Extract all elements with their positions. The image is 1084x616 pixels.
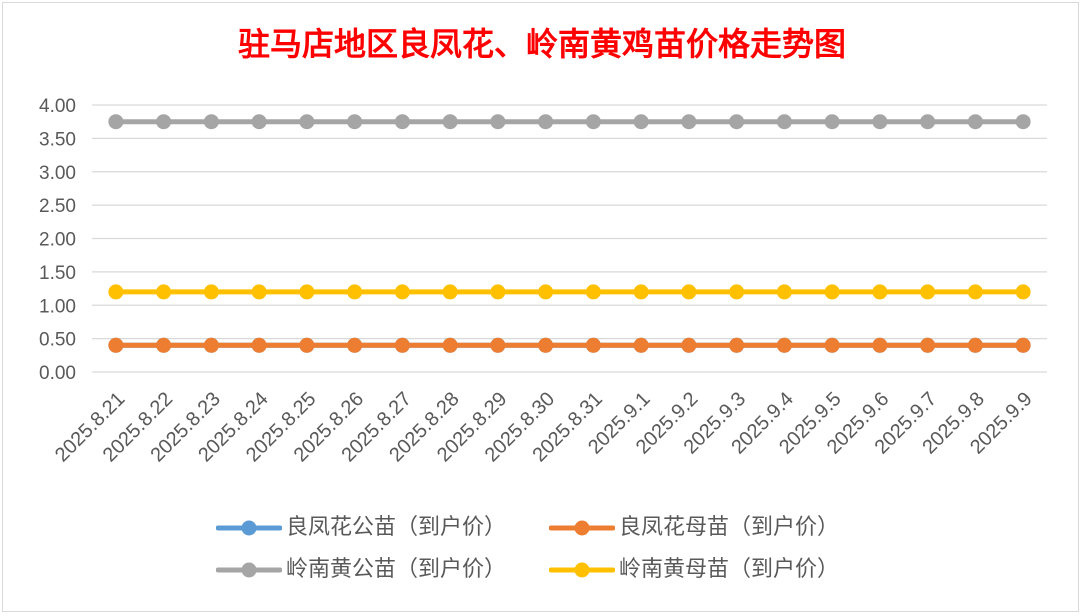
data-point: [347, 337, 363, 353]
data-point: [203, 284, 219, 300]
data-point: [490, 114, 506, 130]
y-tick-label: 4.00: [39, 96, 76, 117]
data-point: [442, 284, 458, 300]
data-point: [442, 114, 458, 130]
data-point: [394, 114, 410, 130]
data-point: [156, 284, 172, 300]
data-point: [824, 337, 840, 353]
data-point: [776, 114, 792, 130]
data-point: [920, 284, 936, 300]
data-point: [1015, 284, 1031, 300]
data-point: [872, 337, 888, 353]
data-point: [203, 114, 219, 130]
legend-item-series-1[interactable]: 良凤花母苗（到户价）: [549, 514, 839, 542]
data-point: [394, 337, 410, 353]
data-point: [729, 284, 745, 300]
data-point: [776, 337, 792, 353]
y-tick-label: 2.00: [39, 230, 76, 251]
data-point: [776, 284, 792, 300]
data-point: [156, 337, 172, 353]
data-point: [729, 337, 745, 353]
y-tick-label: 3.50: [39, 129, 76, 150]
data-point: [633, 114, 649, 130]
data-point: [108, 114, 124, 130]
data-point: [1015, 114, 1031, 130]
legend-label: 岭南黄公苗（到户价）: [286, 557, 507, 582]
data-point: [108, 284, 124, 300]
data-point: [633, 337, 649, 353]
data-point: [394, 284, 410, 300]
series-2: [108, 114, 1031, 130]
legend-label: 良凤花母苗（到户价）: [619, 515, 840, 540]
data-point: [442, 337, 458, 353]
y-axis-labels: 0.00 0.50 1.00 1.50 2.00 2.50 3.00 3.50 4.00: [39, 96, 76, 384]
data-point: [108, 337, 124, 353]
legend-label: 良凤花公苗（到户价）: [286, 515, 507, 540]
legend-line-marker-icon: [216, 520, 282, 536]
series-3: [108, 284, 1031, 300]
legend-line-marker-icon: [216, 562, 282, 578]
data-point: [299, 284, 315, 300]
data-point: [681, 114, 697, 130]
data-point: [251, 284, 267, 300]
y-gridlines: [92, 104, 1047, 373]
y-tick-label: 1.00: [39, 296, 76, 317]
x-axis-labels: 2025.8.212025.8.222025.8.232025.8.242025…: [51, 388, 1037, 466]
data-point: [872, 114, 888, 130]
data-point: [681, 337, 697, 353]
legend-label: 岭南黄母苗（到户价）: [619, 557, 840, 582]
legend-item-series-2[interactable]: 岭南黄公苗（到户价）: [216, 556, 506, 584]
data-point: [872, 284, 888, 300]
data-point: [967, 284, 983, 300]
chart-title: 驻马店地区良凤花、岭南黄鸡苗价格走势图: [237, 25, 846, 63]
y-tick-label: 1.50: [39, 263, 76, 284]
legend-line-marker-icon: [549, 562, 615, 578]
data-point: [633, 284, 649, 300]
data-point: [585, 337, 601, 353]
data-point: [251, 337, 267, 353]
data-point: [203, 337, 219, 353]
data-point: [251, 114, 267, 130]
data-point: [156, 114, 172, 130]
data-point: [967, 114, 983, 130]
data-point: [585, 284, 601, 300]
data-point: [538, 284, 554, 300]
data-point: [538, 114, 554, 130]
series-1: [108, 337, 1031, 353]
data-point: [920, 337, 936, 353]
legend-line-marker-icon: [549, 520, 615, 536]
data-point: [299, 337, 315, 353]
data-point: [824, 114, 840, 130]
data-point: [920, 114, 936, 130]
y-tick-label: 0.50: [39, 330, 76, 351]
y-tick-label: 0.00: [39, 363, 76, 384]
legend-item-series-3[interactable]: 岭南黄母苗（到户价）: [549, 556, 839, 584]
data-point: [824, 284, 840, 300]
data-point: [1015, 337, 1031, 353]
legend-item-series-0[interactable]: 良凤花公苗（到户价）: [216, 514, 506, 542]
data-point: [538, 337, 554, 353]
data-point: [490, 337, 506, 353]
data-point: [729, 114, 745, 130]
data-point: [967, 337, 983, 353]
data-point: [585, 114, 601, 130]
data-point: [490, 284, 506, 300]
data-point: [299, 114, 315, 130]
data-point: [347, 114, 363, 130]
y-tick-label: 2.50: [39, 196, 76, 217]
y-tick-label: 3.00: [39, 163, 76, 184]
data-point: [681, 284, 697, 300]
data-point: [347, 284, 363, 300]
